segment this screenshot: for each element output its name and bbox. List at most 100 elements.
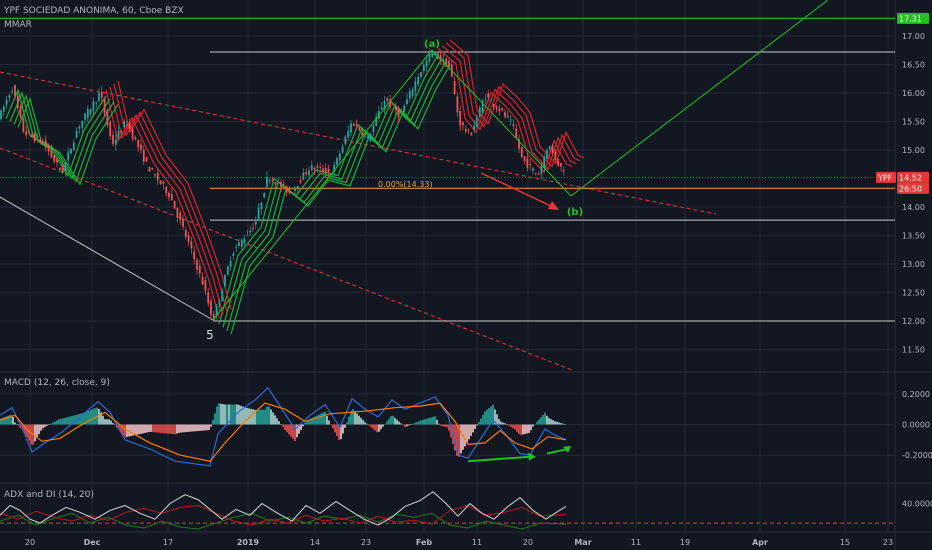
macd-histogram-bar [140,424,142,434]
macd-histogram-bar [536,421,538,425]
candle [422,62,425,75]
macd-histogram-bar [316,415,318,425]
candle-body [22,117,25,132]
macd-histogram-bar [88,410,90,425]
macd-histogram-bar [448,424,450,431]
price-tick-label: 11.50 [902,346,925,355]
macd-histogram-bar [406,424,408,427]
candle [512,119,515,131]
macd-histogram-bar [378,424,380,432]
macd-histogram-bar [526,424,528,434]
macd-histogram-bar [264,409,266,425]
time-axis[interactable]: 20 Dec 17 2019 14 23 Feb 11 20 Mar 11 19 Apr 15 23 [25,538,893,547]
candle [92,97,95,115]
candle-body [299,180,302,183]
macd-histogram-bar [160,424,162,433]
candle [313,166,316,175]
price-axis[interactable]: 17.00 16.50 16.00 15.50 15.00 14.00 13.50 13.00… [876,12,932,509]
macd-histogram-bar [400,423,402,425]
price-pane[interactable]: 5 (a) (b) 0.00%(14.33) [0,0,895,371]
candle-body [375,116,378,126]
candle [338,150,341,165]
candle [562,166,565,176]
macd-histogram-bar [368,424,370,426]
candle-body [294,187,296,191]
macd-histogram-bar [138,424,140,435]
candle-body [98,93,100,102]
candle-body [464,129,467,132]
candle-body [5,99,8,106]
symbol-title: YPF SOCIEDAD ANONIMA, 60, Cboe BZX [3,6,184,16]
macd-histogram-bar [54,421,56,425]
macd-histogram-bar [198,424,200,431]
candle-body [47,146,50,152]
time-tick-label: 17 [163,538,173,547]
macd-histogram-bar [28,424,30,441]
macd-histogram-bar [344,424,346,428]
macd-histogram-bar [292,424,294,439]
macd-histogram-bar [334,424,336,433]
candle [243,235,246,246]
macd-histogram-bar [152,424,154,433]
candle [529,158,532,171]
candle [0,108,2,121]
candle-body [540,165,543,175]
macd-histogram-bar [432,416,434,425]
macd-histogram-bar [2,417,4,425]
candle-body [266,176,268,187]
macd-histogram-bar [350,410,352,425]
candle-body [397,109,400,118]
candle-body [0,110,2,120]
candle-body [117,131,120,138]
adx-pane[interactable] [0,491,895,530]
candle [425,55,428,72]
macd-histogram-bar [94,408,96,425]
candle-body [257,207,260,220]
candle [439,51,442,65]
candle [366,134,369,140]
candle [117,125,120,139]
candle-body [156,172,159,181]
candle [389,94,392,111]
macd-histogram-bar [458,424,460,457]
candle [30,132,33,138]
wave-b-label: (b) [567,207,583,218]
macd-histogram-bar [388,418,390,425]
macd-histogram-bar [114,424,116,426]
candle [140,139,142,154]
macd-histogram-bar [474,424,476,429]
macd-histogram-bar [428,418,430,425]
candle [394,102,397,115]
candle-body [296,185,299,189]
macd-histogram-bar [158,424,160,433]
divergence-arrow-macd [467,455,533,463]
candle-body [319,166,322,168]
macd-histogram-bar [564,424,566,425]
candle [187,231,190,246]
candle [70,148,72,155]
candle-body [128,123,131,130]
macd-histogram-bar [260,409,262,425]
candle-body [428,54,431,62]
macd-pane[interactable] [0,386,571,467]
macd-histogram-bar [220,403,222,425]
candle [50,144,53,159]
macd-histogram-bar [454,424,456,451]
candle-body [562,170,565,172]
candle-body [523,156,526,161]
candle [165,185,168,197]
macd-histogram-bar [320,413,322,425]
macd-histogram-bar [516,424,518,432]
candle [229,256,232,271]
macd-histogram-bar [380,424,382,430]
time-tick-label: 11 [472,538,482,547]
candle [280,178,282,193]
candle-body [481,101,484,113]
candle-body [478,107,481,117]
macd-histogram-bar [10,414,12,425]
macd-histogram-bar [544,412,546,425]
candle [64,161,67,177]
candle-body [28,132,30,134]
candle [148,166,151,172]
